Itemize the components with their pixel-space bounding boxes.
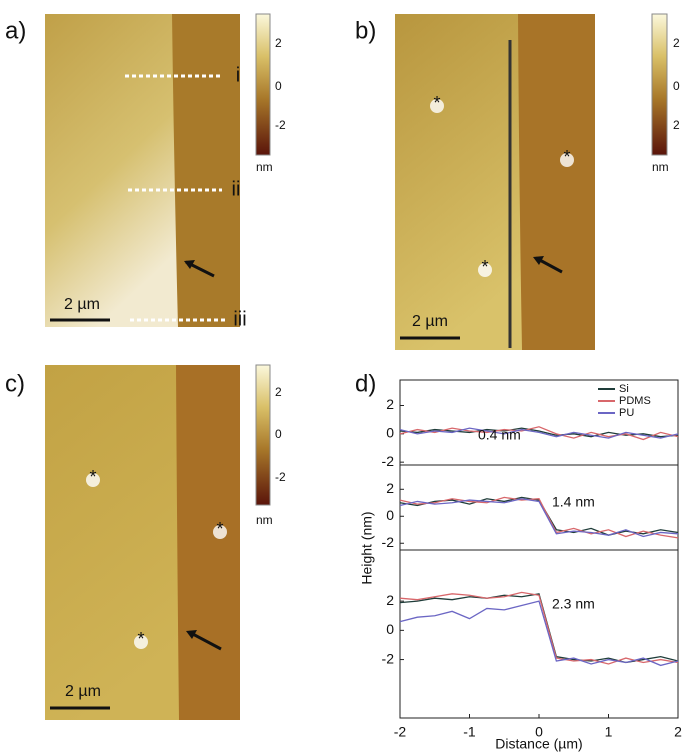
colorbar-tick-label: 2 [275,36,282,50]
legend-label: PDMS [619,395,651,407]
marker-halo [478,263,492,277]
colorbar-unit: nm [256,513,273,527]
colorbar-tick-label: 0 [673,79,680,93]
y-tick-label: 2 [386,396,394,412]
y-tick-label: 2 [386,480,394,496]
y-tick-label: -2 [382,534,395,550]
scale-bar-label: 2 µm [412,313,448,330]
colorbar-unit: nm [652,160,669,174]
panel-label: b) [355,17,376,44]
y-tick-label: -2 [382,453,395,469]
y-tick-label: 0 [386,425,394,441]
marker: * [563,147,570,167]
x-tick-label: 0 [535,724,543,740]
legend-label: Si [619,383,629,395]
marker: i [236,64,240,86]
y-tick-label: 2 [386,592,394,608]
profile-line [399,593,679,664]
afm-image-b [395,13,668,350]
marker: * [137,629,144,649]
annotation: 2.3 nm [552,596,595,612]
scale-bar-label: 2 µm [65,683,101,700]
colorbar-tick-label: -2 [275,118,286,132]
marker: iii [233,308,246,330]
plot-frame [399,379,679,466]
profile-line [399,427,679,438]
marker: * [481,257,488,277]
panel-label: c) [5,370,25,397]
scale-bar-label: 2 µm [64,296,100,313]
colorbar-tick-label: 2 [275,385,282,399]
profile-line [399,426,679,441]
marker-halo [86,473,100,487]
plot-frame [399,549,679,719]
x-axis-label: Distance (µm) [495,736,582,752]
marker-halo [213,525,227,539]
y-tick-label: 0 [386,507,394,523]
marker-halo [430,99,444,113]
afm-image-c [45,364,271,720]
profile-line [399,600,679,667]
y-tick-label: -2 [382,650,395,666]
colorbar-tick-label: 0 [275,427,282,441]
colorbar-tick-label: 2 [673,36,680,50]
x-tick-label: 2 [674,724,682,740]
annotation: 0.4 nm [478,427,521,443]
profile-line [399,427,679,439]
legend-label: PU [619,407,634,419]
marker: * [216,519,223,539]
marker: ii [232,178,241,200]
profile-line [399,496,679,539]
profile-line [399,498,679,538]
marker: * [433,93,440,113]
panel-label: d) [355,370,376,397]
y-tick-label: 0 [386,621,394,637]
afm-image-a [45,13,271,327]
marker-halo [560,153,574,167]
colorbar-tick-label: 2 [673,118,680,132]
colorbar-unit: nm [256,160,273,174]
annotation: 1.4 nm [552,494,595,510]
x-tick-label: 1 [605,724,613,740]
x-tick-label: -1 [463,724,476,740]
colorbar-tick-label: 0 [275,79,282,93]
x-tick-label: -2 [394,724,407,740]
panel-label: a) [5,17,26,44]
colorbar-tick-label: -2 [275,470,286,484]
plot-frame [399,464,679,551]
y-axis-label: Height (nm) [359,511,375,584]
profile-line [399,591,679,665]
marker: * [89,467,96,487]
marker-halo [134,635,148,649]
